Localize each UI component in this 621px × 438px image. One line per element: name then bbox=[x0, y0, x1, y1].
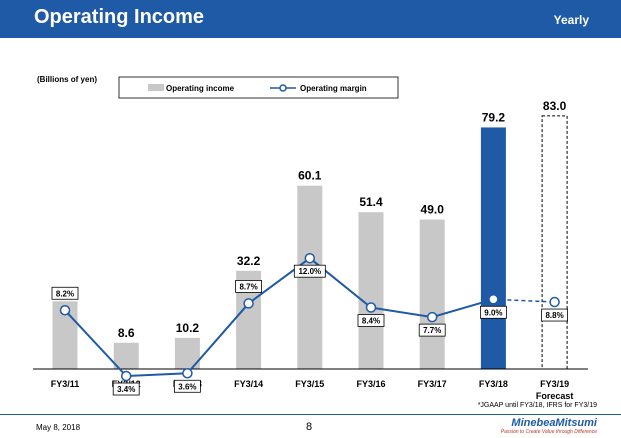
margin-marker bbox=[365, 302, 377, 313]
margin-value-label: 7.7% bbox=[423, 326, 441, 335]
margin-value-label: 8.4% bbox=[362, 317, 380, 326]
margin-marker bbox=[59, 305, 71, 316]
bar-value-label: 83.0 bbox=[543, 99, 567, 113]
company-logo: MinebeaMitsumi Passion to Create Value t… bbox=[501, 417, 597, 435]
x-tick-label: FY3/11 bbox=[51, 379, 80, 389]
margin-marker bbox=[488, 294, 499, 305]
bar-value-label: 32.2 bbox=[237, 254, 261, 268]
x-tick-label: FY3/19 bbox=[540, 379, 569, 389]
margin-marker bbox=[549, 296, 560, 308]
x-tick-label: FY3/18 bbox=[479, 379, 508, 389]
margin-value-label: 3.6% bbox=[178, 382, 196, 391]
margin-label-box bbox=[541, 308, 568, 322]
margin-label-box bbox=[235, 280, 263, 293]
bar-FY3-16 bbox=[358, 212, 384, 369]
margin-line-forecast bbox=[493, 298, 555, 303]
bar-FY3-17 bbox=[419, 219, 445, 369]
legend-marker-swatch bbox=[279, 84, 287, 92]
margin-value-label: 9.0% bbox=[484, 308, 502, 317]
margin-value-label: 8.7% bbox=[239, 282, 257, 291]
bar-value-label: 60.1 bbox=[298, 169, 322, 183]
header-bar: Operating Income Yearly bbox=[0, 0, 621, 38]
page-title: Operating Income bbox=[34, 6, 205, 28]
margin-label-box bbox=[293, 264, 326, 278]
margin-label-box bbox=[418, 323, 446, 337]
legend-line-label: Operating margin bbox=[300, 84, 367, 93]
margin-label-box bbox=[357, 314, 385, 327]
margin-marker bbox=[120, 370, 132, 382]
bar-FY3-18 bbox=[480, 127, 506, 369]
legend-box bbox=[118, 76, 399, 99]
margin-label-box bbox=[173, 379, 201, 393]
margin-line bbox=[64, 256, 494, 378]
logo-name: MinebeaMitsumi bbox=[511, 417, 597, 429]
x-tick-label: FY3/15 bbox=[295, 379, 324, 389]
unit-label: (Billions of yen) bbox=[37, 75, 97, 84]
legend-bar-swatch bbox=[148, 84, 164, 91]
margin-label-box bbox=[479, 305, 507, 319]
margin-marker bbox=[182, 368, 193, 379]
x-tick-label: FY3/14 bbox=[234, 379, 263, 389]
margin-value-label: 8.8% bbox=[545, 311, 563, 320]
bar-value-label: 49.0 bbox=[421, 203, 445, 217]
margin-marker bbox=[304, 252, 316, 264]
margin-value-label: 3.4% bbox=[117, 385, 135, 394]
x-tick-label: FY3/17 bbox=[418, 379, 447, 389]
period-tag: Yearly bbox=[553, 13, 589, 27]
margin-value-label: 8.2% bbox=[56, 289, 74, 298]
page-number: 8 bbox=[306, 421, 313, 433]
margin-marker bbox=[426, 311, 438, 323]
margin-label-box bbox=[112, 382, 140, 396]
bar-value-label: 51.4 bbox=[359, 195, 383, 209]
x-tick-sublabel: Forecast bbox=[536, 391, 574, 400]
x-tick-label: FY3/16 bbox=[356, 379, 385, 389]
bar-value-label: 79.2 bbox=[482, 110, 506, 124]
logo-tagline: Passion to Create Value through Differen… bbox=[500, 429, 597, 435]
margin-marker bbox=[243, 298, 254, 309]
footnote: *JGAAP until FY3/18, IFRS for FY3/19 bbox=[477, 402, 597, 409]
bar-FY3-12 bbox=[113, 342, 139, 369]
bar-value-label: 8.6 bbox=[118, 326, 135, 340]
bar-FY3-19 bbox=[541, 115, 568, 370]
legend-bar-label: Operating income bbox=[166, 84, 235, 93]
presentation-date: May 8, 2018 bbox=[36, 423, 81, 432]
margin-value-label: 12.0% bbox=[298, 267, 321, 276]
footer-divider bbox=[0, 414, 621, 415]
bar-value-label: 10.2 bbox=[176, 321, 200, 335]
margin-label-box bbox=[51, 286, 79, 300]
